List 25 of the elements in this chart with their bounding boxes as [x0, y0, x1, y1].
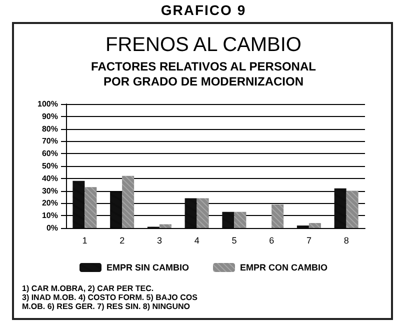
y-tick-label: 70% [42, 136, 58, 146]
x-tick-label: 2 [120, 236, 125, 246]
y-tick-label: 0% [46, 224, 58, 232]
x-tick-label: 3 [156, 236, 162, 246]
text: GRAFICO 9 [160, 2, 248, 18]
legend-label: EMPR CON CAMBIO [240, 262, 328, 272]
y-tick-label: 10% [42, 211, 58, 220]
y-tick-label: 40% [42, 174, 58, 183]
x-tick-label: 7 [306, 236, 312, 246]
y-tick-label: 60% [42, 149, 58, 158]
y-tick-label: 100% [38, 100, 58, 108]
x-tick-label: 4 [194, 236, 200, 246]
x-tick-label: 5 [232, 236, 237, 246]
y-tick-label: 80% [42, 124, 58, 134]
x-tick-label: 1 [82, 236, 88, 246]
chart-title: FRENOS AL CAMBIO [106, 34, 302, 56]
legend-label: EMPR SIN CAMBIO [106, 262, 190, 272]
x-tick-label: 6 [269, 236, 274, 246]
y-tick-label: 30% [42, 186, 58, 196]
x-tick-label: 8 [344, 236, 349, 246]
y-tick-label: 50% [42, 162, 58, 170]
y-tick-label: 90% [42, 112, 58, 121]
text: 1) CAR M.OBRA, 2) CAR PER TEC. 3) INAD M.OB. 4) COSTO FORM. 5) BAJO COS M.OB. 6) RES GER. 7) RES SIN. 8) NINGUNO [22, 284, 198, 311]
y-tick-label: 20% [42, 198, 58, 208]
chart-subtitle: FACTORES RELATIVOS AL PERSONAL POR GRADO DE MODERNIZACION [91, 60, 316, 88]
